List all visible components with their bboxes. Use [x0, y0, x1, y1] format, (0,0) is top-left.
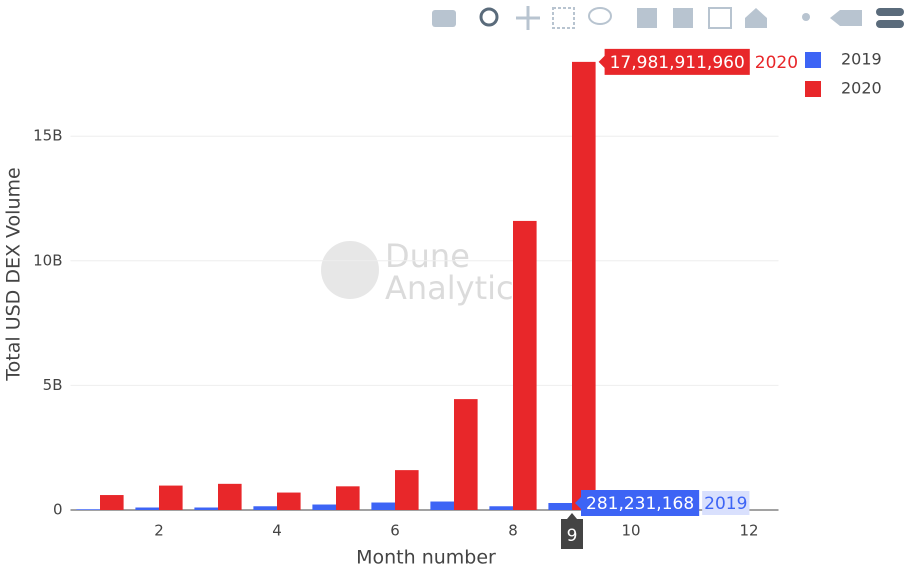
bar [76, 509, 100, 510]
bar [395, 470, 419, 510]
x-tick-label: 8 [508, 522, 518, 540]
hover-name-box [752, 49, 801, 74]
hover-closest-icon[interactable] [830, 10, 862, 26]
select-icon[interactable] [552, 7, 575, 29]
bar [218, 483, 242, 510]
bar [454, 399, 478, 510]
watermark: Dune Analytics [321, 237, 530, 307]
hover-compare-icon[interactable] [876, 20, 904, 28]
bar [100, 495, 124, 510]
bar [430, 501, 454, 510]
bar [253, 506, 277, 510]
hover-box [598, 48, 750, 75]
y-tick-label: 0 [53, 501, 63, 519]
bar [489, 506, 513, 510]
bar [277, 492, 301, 510]
bar [159, 485, 183, 510]
zoom-icon[interactable] [479, 7, 499, 27]
hover-label: 281,231,168 2019 [575, 489, 750, 516]
bar [371, 502, 395, 510]
autoscale-icon[interactable] [708, 7, 732, 29]
x-tick-label: 2 [154, 522, 164, 540]
x-tick-label: 6 [390, 522, 400, 540]
camera-icon[interactable] [432, 10, 456, 27]
legend-swatch [805, 52, 821, 68]
x-tick-label: 4 [272, 522, 282, 540]
x-hover-label: 9 [567, 526, 578, 546]
spike-icon[interactable] [802, 13, 810, 21]
hover-value: 281,231,168 [586, 494, 694, 514]
hover-compare-icon[interactable] [876, 8, 904, 16]
bar [548, 502, 572, 510]
pan-icon[interactable] [516, 6, 540, 30]
y-tick-label: 10B [33, 251, 62, 269]
y-tick-label: 15B [33, 127, 62, 145]
watermark-logo [321, 241, 379, 299]
y-tick-label: 5B [43, 376, 63, 394]
x-hover-box [561, 513, 583, 549]
x-tick-label: 10 [621, 522, 640, 540]
home-icon[interactable] [745, 8, 767, 28]
hover-box [575, 489, 700, 516]
bar [336, 486, 360, 510]
bar [572, 61, 596, 511]
x-tick-label: 12 [739, 522, 758, 540]
zoom-in-icon[interactable] [637, 8, 657, 28]
x-axis-title: Month number [356, 547, 496, 569]
watermark-text: Dune [385, 237, 470, 275]
bar [135, 507, 159, 510]
legend-label: 2019 [841, 50, 882, 69]
lasso-icon[interactable] [588, 7, 612, 25]
hover-name: 2019 [704, 494, 747, 514]
y-axis-title: Total USD DEX Volume [3, 167, 25, 381]
legend-label: 2020 [841, 79, 882, 98]
hover-label: 17,981,911,960 2020 [598, 48, 801, 75]
bar [513, 220, 537, 510]
hover-name-box [702, 490, 750, 515]
bar [312, 504, 336, 510]
bar [194, 507, 218, 510]
hover-name: 2020 [755, 53, 798, 73]
legend-swatch [805, 81, 821, 97]
zoom-out-icon[interactable] [673, 8, 693, 28]
modebar[interactable] [432, 6, 904, 30]
watermark-text: Analytics [385, 269, 530, 307]
hover-value: 17,981,911,960 [610, 53, 745, 73]
